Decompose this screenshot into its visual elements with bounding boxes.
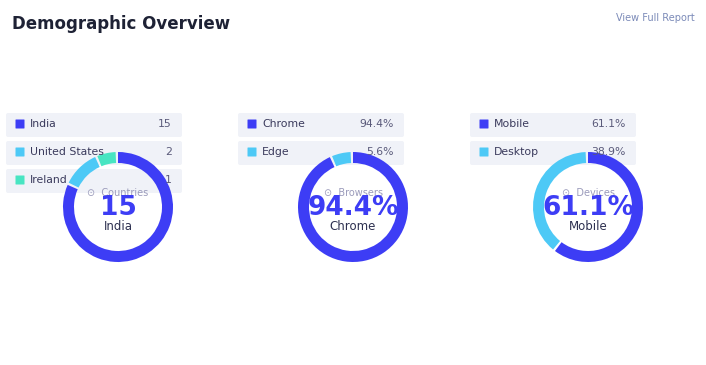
FancyBboxPatch shape [470,113,636,137]
Wedge shape [68,157,100,188]
Text: ⊙  Devices: ⊙ Devices [561,188,614,198]
Text: India: India [104,219,133,233]
Text: 1: 1 [165,175,172,185]
Text: 5.6%: 5.6% [366,147,394,157]
Wedge shape [555,152,643,262]
FancyBboxPatch shape [6,113,182,137]
Text: ⊙  Browsers: ⊙ Browsers [323,188,383,198]
Text: 61.1%: 61.1% [542,195,634,221]
FancyBboxPatch shape [248,147,256,157]
Text: Demographic Overview: Demographic Overview [12,15,230,33]
Wedge shape [97,152,116,166]
FancyBboxPatch shape [479,147,489,157]
Text: View Full Report: View Full Report [616,13,695,23]
FancyBboxPatch shape [16,176,25,184]
FancyBboxPatch shape [238,113,404,137]
Text: Mobile: Mobile [494,119,530,129]
FancyBboxPatch shape [6,141,182,165]
FancyBboxPatch shape [16,119,25,128]
FancyBboxPatch shape [16,147,25,157]
Text: Chrome: Chrome [330,219,376,233]
Text: 15: 15 [158,119,172,129]
Wedge shape [533,152,586,250]
Wedge shape [332,152,351,166]
Text: 94.4%: 94.4% [359,119,394,129]
Text: 38.9%: 38.9% [592,147,626,157]
FancyBboxPatch shape [238,141,404,165]
FancyBboxPatch shape [479,119,489,128]
Wedge shape [298,152,408,262]
Text: Desktop: Desktop [494,147,539,157]
Text: India: India [30,119,56,129]
FancyBboxPatch shape [248,119,256,128]
FancyBboxPatch shape [6,169,182,193]
Wedge shape [63,152,173,262]
Text: Edge: Edge [262,147,289,157]
FancyBboxPatch shape [470,141,636,165]
Text: United States: United States [30,147,104,157]
Text: Ireland: Ireland [30,175,68,185]
Text: ⊙  Countries: ⊙ Countries [88,188,149,198]
Text: Chrome: Chrome [262,119,305,129]
Text: 15: 15 [100,195,136,221]
Text: Mobile: Mobile [568,219,607,233]
Text: 94.4%: 94.4% [307,195,399,221]
Text: 61.1%: 61.1% [592,119,626,129]
Text: 2: 2 [165,147,172,157]
